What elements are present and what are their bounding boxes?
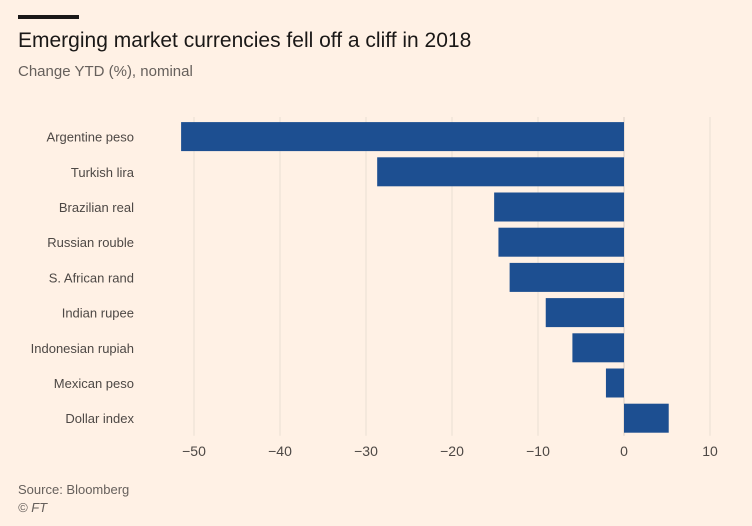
category-label: Mexican peso	[54, 376, 134, 391]
source-note: Source: Bloomberg	[18, 482, 129, 497]
category-label: Brazilian real	[59, 200, 134, 215]
x-tick-label: 10	[702, 443, 718, 459]
bar	[510, 263, 624, 292]
bar	[498, 228, 624, 257]
category-label: S. African rand	[49, 270, 134, 285]
category-label: Russian rouble	[47, 235, 134, 250]
category-label: Dollar index	[65, 411, 134, 426]
x-tick-label: −10	[526, 443, 550, 459]
category-label: Indonesian rupiah	[31, 341, 134, 356]
x-tick-label: −50	[182, 443, 206, 459]
category-label: Argentine peso	[47, 130, 134, 145]
category-label: Indian rupee	[62, 306, 134, 321]
bar	[546, 298, 624, 327]
bar	[181, 122, 624, 151]
bar	[572, 333, 624, 362]
bar	[494, 193, 624, 222]
x-tick-label: 0	[620, 443, 628, 459]
x-tick-label: −40	[268, 443, 292, 459]
x-tick-label: −20	[440, 443, 464, 459]
copyright-credit: © FT	[18, 500, 47, 515]
category-label: Turkish lira	[71, 165, 135, 180]
bar	[624, 404, 669, 433]
x-tick-label: −30	[354, 443, 378, 459]
bar	[606, 369, 624, 398]
bar	[377, 157, 624, 186]
bar-chart: Argentine peso Turkish lira Brazilian real…	[0, 0, 752, 526]
